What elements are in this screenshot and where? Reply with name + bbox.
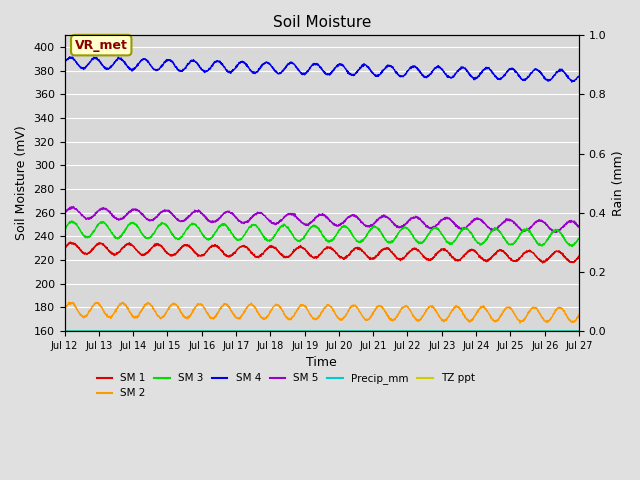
- Legend: SM 1, SM 2, SM 3, SM 4, SM 5, Precip_mm, TZ ppt: SM 1, SM 2, SM 3, SM 4, SM 5, Precip_mm,…: [92, 369, 479, 403]
- Y-axis label: Rain (mm): Rain (mm): [612, 150, 625, 216]
- Title: Soil Moisture: Soil Moisture: [273, 15, 371, 30]
- Y-axis label: Soil Moisture (mV): Soil Moisture (mV): [15, 126, 28, 240]
- X-axis label: Time: Time: [307, 356, 337, 369]
- Text: VR_met: VR_met: [75, 38, 128, 52]
